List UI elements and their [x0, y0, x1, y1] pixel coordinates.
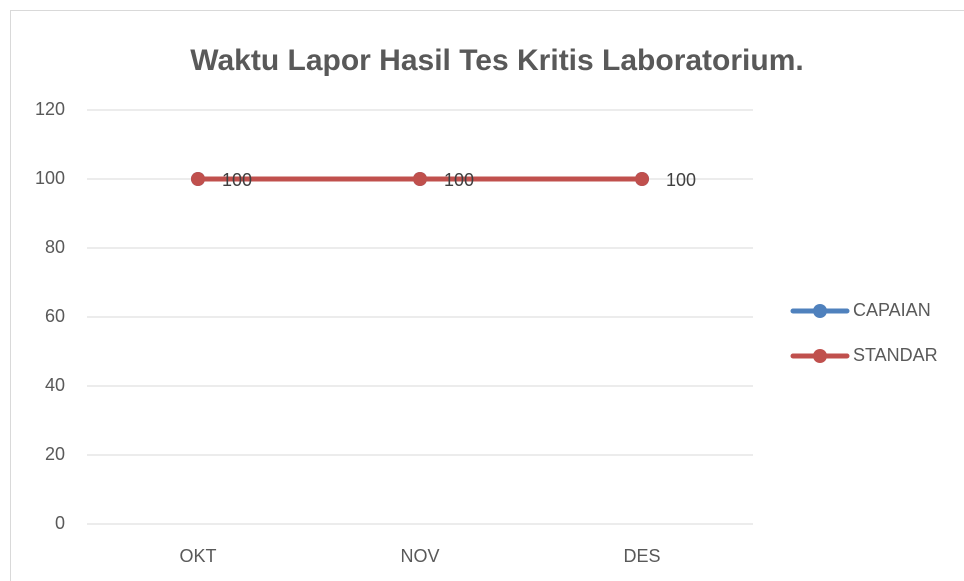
y-tick-label: 80 — [45, 237, 65, 257]
y-tick-label: 100 — [35, 168, 65, 188]
x-tick-label: NOV — [400, 546, 439, 566]
legend-label: STANDAR — [853, 345, 938, 365]
x-tick-label: OKT — [179, 546, 216, 566]
y-tick-label: 20 — [45, 444, 65, 464]
point — [191, 172, 205, 186]
data-label: 100 — [222, 170, 252, 190]
legend-label: CAPAIAN — [853, 300, 931, 320]
data-label: 100 — [666, 170, 696, 190]
y-tick-label: 0 — [55, 513, 65, 533]
point — [635, 172, 649, 186]
legend-marker — [813, 304, 827, 318]
y-tick-label: 60 — [45, 306, 65, 326]
legend-marker — [813, 349, 827, 363]
y-tick-label: 40 — [45, 375, 65, 395]
chart-frame — [10, 10, 964, 581]
chart-title: Waktu Lapor Hasil Tes Kritis Laboratoriu… — [190, 44, 803, 77]
y-tick-label: 120 — [35, 99, 65, 119]
point — [413, 172, 427, 186]
data-label: 100 — [444, 170, 474, 190]
x-tick-label: DES — [623, 546, 660, 566]
